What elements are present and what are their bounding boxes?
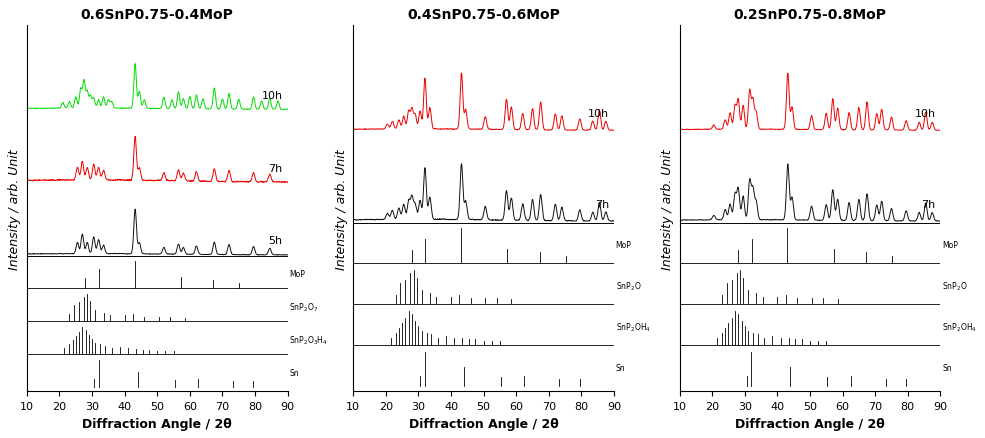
Text: SnP$_2$O: SnP$_2$O — [942, 279, 967, 292]
X-axis label: Diffraction Angle / 2θ: Diffraction Angle / 2θ — [83, 417, 232, 430]
Title: 0.6SnP0.75-0.4MoP: 0.6SnP0.75-0.4MoP — [81, 8, 233, 22]
Text: 10h: 10h — [914, 109, 936, 119]
Text: MoP: MoP — [616, 240, 631, 249]
Title: 0.4SnP0.75-0.6MoP: 0.4SnP0.75-0.6MoP — [407, 8, 560, 22]
Text: SnP$_2$OH$_4$: SnP$_2$OH$_4$ — [942, 321, 977, 333]
Text: MoP: MoP — [290, 269, 305, 279]
Title: 0.2SnP0.75-0.8MoP: 0.2SnP0.75-0.8MoP — [734, 8, 887, 22]
Text: MoP: MoP — [942, 240, 957, 249]
Text: Sn: Sn — [290, 368, 299, 377]
Text: SnP$_2$OH$_4$: SnP$_2$OH$_4$ — [616, 321, 650, 333]
X-axis label: Diffraction Angle / 2θ: Diffraction Angle / 2θ — [409, 417, 558, 430]
Text: SnP$_2$O$_3$H$_4$: SnP$_2$O$_3$H$_4$ — [290, 333, 328, 346]
Text: SnP$_2$O: SnP$_2$O — [616, 279, 641, 292]
Y-axis label: Intensity / arb. Unit: Intensity / arb. Unit — [335, 148, 348, 269]
X-axis label: Diffraction Angle / 2θ: Diffraction Angle / 2θ — [735, 417, 885, 430]
Text: 7h: 7h — [269, 163, 283, 173]
Text: 7h: 7h — [921, 200, 936, 210]
Y-axis label: Intensity / arb. Unit: Intensity / arb. Unit — [8, 148, 22, 269]
Text: Sn: Sn — [616, 364, 625, 372]
Text: 10h: 10h — [588, 109, 609, 119]
Text: 5h: 5h — [269, 236, 283, 246]
Text: 10h: 10h — [262, 91, 283, 101]
Text: Sn: Sn — [942, 364, 952, 372]
Text: 7h: 7h — [595, 200, 609, 210]
Text: SnP$_2$O$_7$: SnP$_2$O$_7$ — [290, 300, 318, 313]
Y-axis label: Intensity / arb. Unit: Intensity / arb. Unit — [661, 148, 674, 269]
